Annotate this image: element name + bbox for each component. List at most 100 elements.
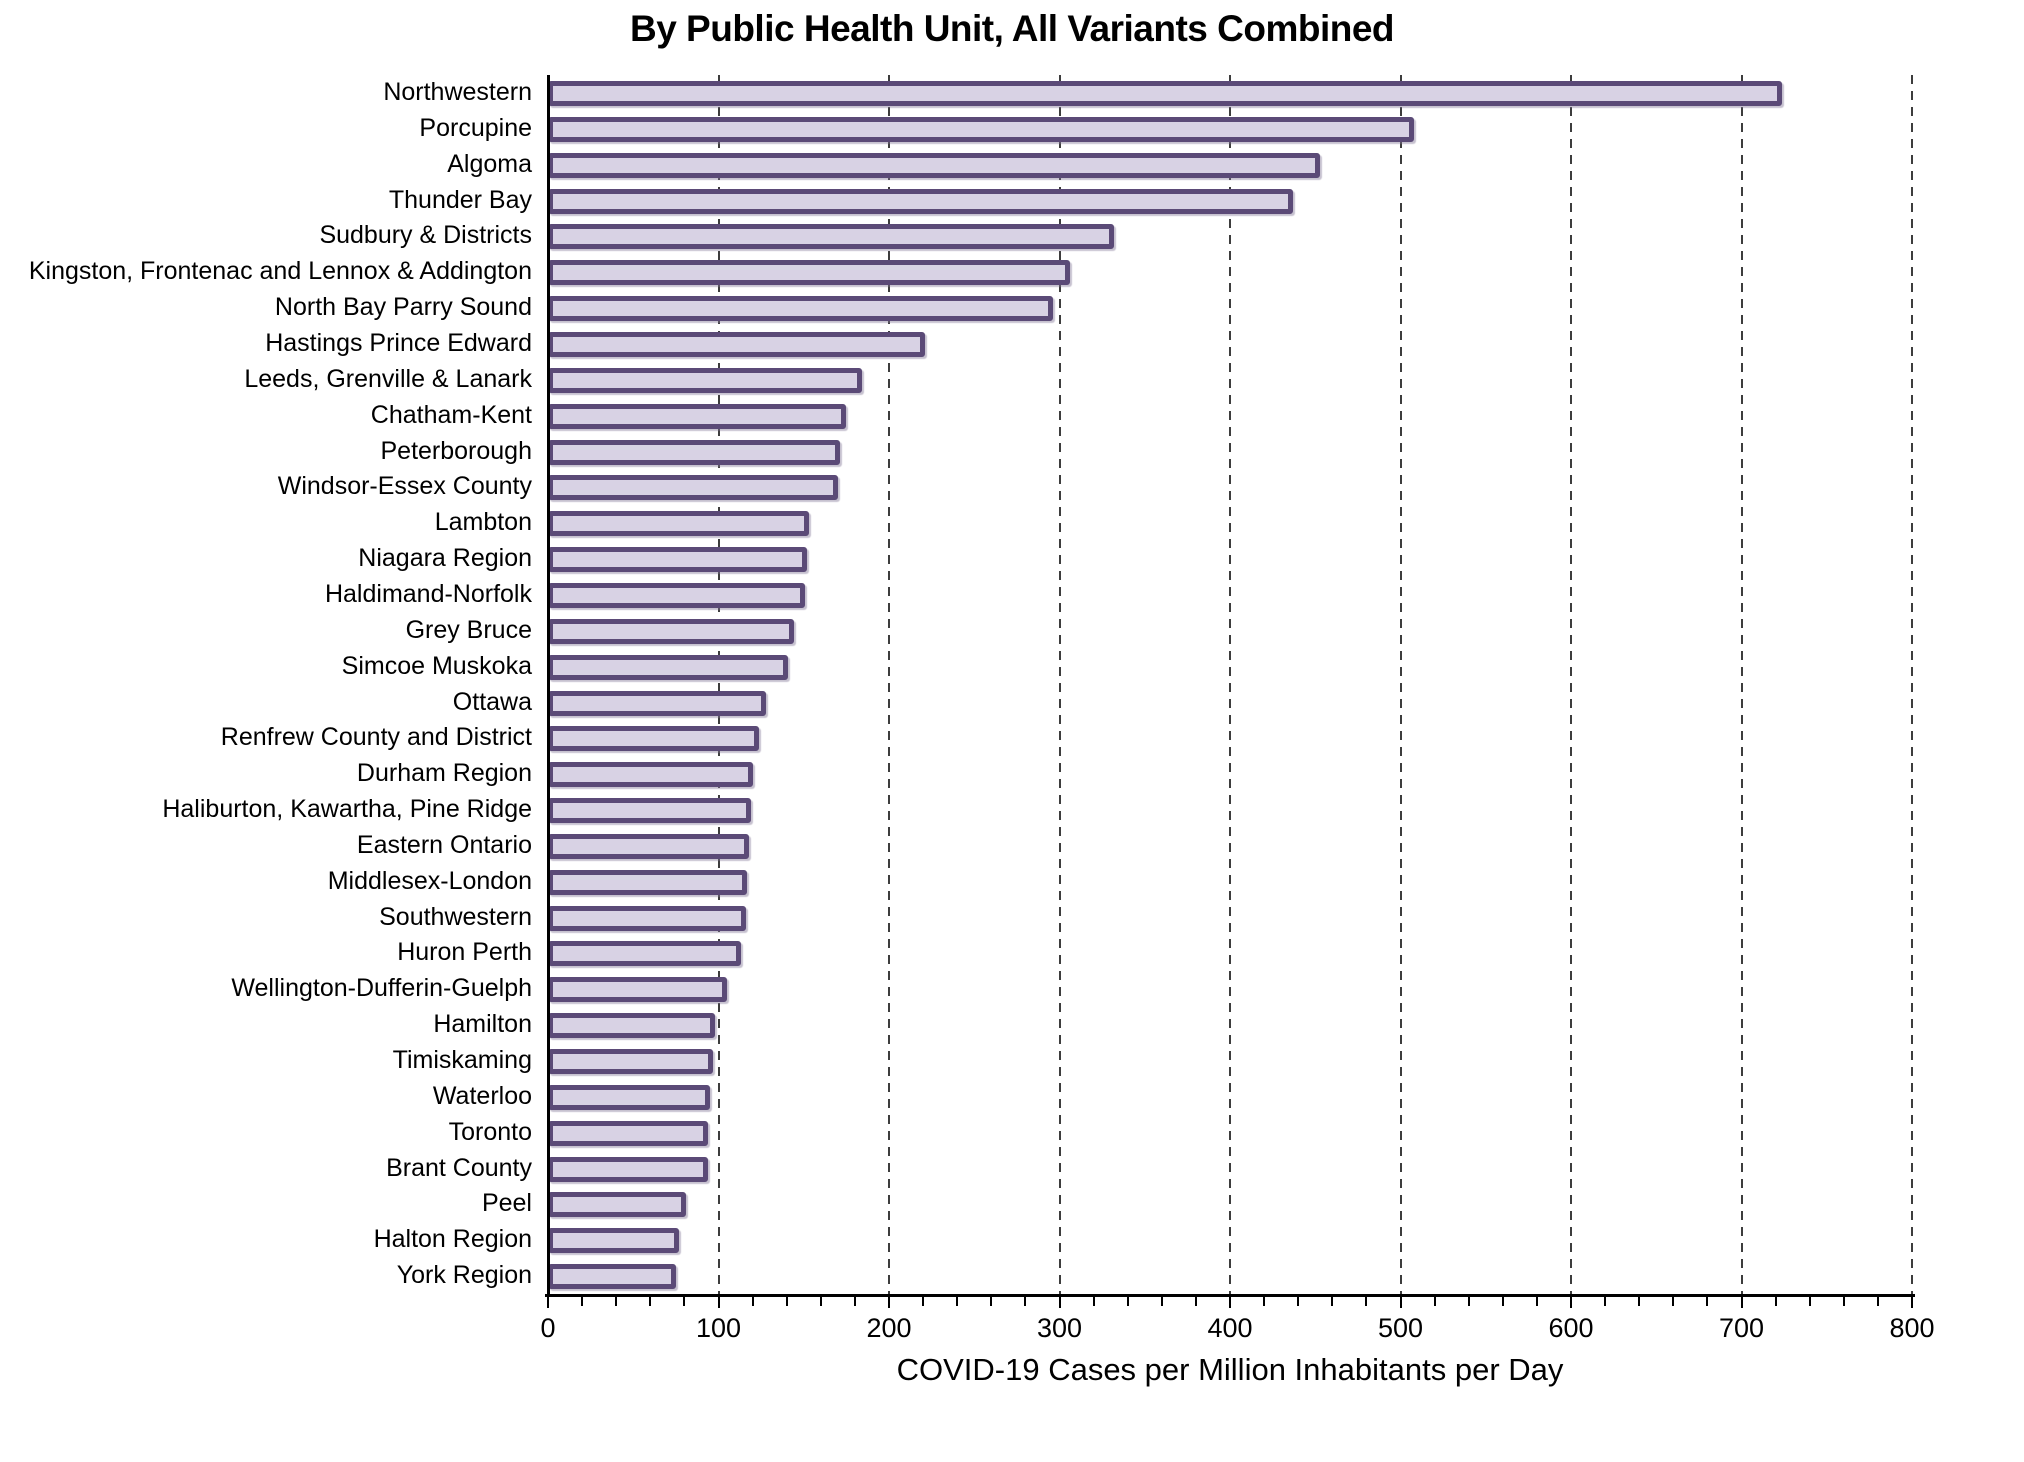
- bar: [548, 1049, 714, 1075]
- category-label: Windsor-Essex County: [277, 472, 532, 501]
- category-label: Grey Bruce: [405, 615, 532, 644]
- axis-tick: [956, 1297, 959, 1306]
- axis-tick: [1229, 1297, 1231, 1308]
- axis-tick: [1399, 1297, 1402, 1308]
- bar: [548, 869, 748, 895]
- axis-tick: [1842, 1297, 1845, 1306]
- axis-tick: [1467, 1297, 1470, 1306]
- category-label: Toronto: [448, 1117, 532, 1146]
- axis-tick: [1570, 1297, 1572, 1308]
- category-label: Sudbury & Districts: [319, 221, 532, 250]
- axis-tick: [853, 1297, 856, 1306]
- category-label: Hastings Prince Edward: [265, 328, 532, 357]
- bar: [548, 762, 753, 788]
- bar: [548, 511, 809, 537]
- bar: [548, 296, 1053, 322]
- x-tick-label: 100: [695, 1313, 742, 1343]
- x-axis-title: COVID-19 Cases per Million Inhabitants p…: [896, 1352, 1564, 1387]
- bar: [548, 1156, 709, 1182]
- axis-tick: [1706, 1297, 1709, 1306]
- axis-tick: [683, 1297, 686, 1306]
- x-tick-labels: 0 100 200 300 400 500 600 700 800: [540, 1313, 1934, 1347]
- axis-tick: [1263, 1297, 1266, 1306]
- gridline: [888, 75, 890, 1294]
- x-tick-label: 200: [866, 1313, 912, 1343]
- axis-tick: [1365, 1297, 1368, 1306]
- bar: [548, 1264, 676, 1290]
- axis-tick: [1297, 1297, 1300, 1306]
- gridline: [1399, 75, 1402, 1294]
- axis-tick: [1024, 1297, 1027, 1306]
- gridline: [1058, 75, 1061, 1294]
- x-tick-label: 800: [1889, 1313, 1935, 1343]
- category-label: Wellington-Dufferin-Guelph: [231, 974, 532, 1003]
- x-tick-label: 600: [1548, 1313, 1594, 1343]
- axis-tick: [581, 1297, 584, 1306]
- category-label: Southwestern: [379, 902, 532, 931]
- axis-tick: [1194, 1297, 1197, 1306]
- axis-tick: [1911, 1297, 1913, 1308]
- axis-tick: [922, 1297, 925, 1306]
- category-label: North Bay Parry Sound: [274, 293, 532, 322]
- gridline: [717, 75, 720, 1294]
- category-label: Kingston, Frontenac and Lennox & Addingt…: [28, 257, 532, 286]
- axis-tick: [1092, 1297, 1095, 1306]
- bar: [548, 439, 840, 465]
- bar: [548, 654, 789, 680]
- bar: [548, 1013, 716, 1039]
- axis-tick: [1876, 1297, 1879, 1306]
- category-label: Leeds, Grenville & Lanark: [244, 364, 532, 393]
- axis-tick: [888, 1297, 890, 1308]
- axis-tick: [1331, 1297, 1334, 1306]
- category-label: Hamilton: [433, 1010, 532, 1039]
- gridline: [1570, 75, 1572, 1294]
- gridline: [1740, 75, 1743, 1294]
- chart-title: By Public Health Unit, All Variants Comb…: [629, 8, 1395, 49]
- axis-tick: [1535, 1297, 1538, 1306]
- axis-tick: [615, 1297, 618, 1306]
- category-label: Porcupine: [419, 113, 532, 142]
- bar: [548, 188, 1294, 214]
- x-tick-label: 700: [1718, 1313, 1765, 1343]
- category-label: Northwestern: [383, 78, 532, 106]
- category-label: Ottawa: [452, 687, 532, 716]
- axis-tick: [1433, 1297, 1436, 1306]
- bar: [548, 941, 741, 967]
- category-label: Waterloo: [432, 1081, 532, 1110]
- bar: [548, 1192, 687, 1218]
- axis-tick: [1604, 1297, 1607, 1306]
- bar: [548, 833, 750, 859]
- category-label: Renfrew County and District: [220, 723, 532, 752]
- category-label: Huron Perth: [397, 938, 532, 967]
- category-label: Haliburton, Kawartha, Pine Ridge: [162, 795, 532, 824]
- category-label: Thunder Bay: [388, 185, 532, 214]
- axis-tick: [1638, 1297, 1641, 1306]
- x-tick-label: 0: [540, 1313, 556, 1343]
- category-label: Niagara Region: [358, 544, 532, 573]
- gridline: [1911, 75, 1913, 1294]
- bar: [548, 1120, 709, 1146]
- category-label: Peterborough: [380, 436, 532, 465]
- category-label: Simcoe Muskoka: [341, 651, 532, 680]
- axis-tick: [1501, 1297, 1504, 1306]
- axis-tick: [717, 1297, 720, 1308]
- x-tick-label: 300: [1036, 1313, 1083, 1343]
- bar: [548, 152, 1321, 178]
- bar: [548, 403, 847, 429]
- bar: [548, 690, 767, 716]
- bar: [548, 81, 1783, 106]
- bar: [548, 475, 838, 501]
- category-label: Eastern Ontario: [356, 830, 532, 859]
- category-label: Brant County: [386, 1153, 532, 1182]
- bar: [548, 224, 1115, 250]
- axis-tick: [1808, 1297, 1811, 1306]
- axis-tick: [547, 1297, 549, 1308]
- bar: [548, 905, 746, 931]
- bar: [548, 582, 806, 608]
- axis-tick: [990, 1297, 993, 1306]
- y-axis-line: [547, 75, 550, 1297]
- bar: [548, 1084, 710, 1110]
- axis-tick: [751, 1297, 754, 1306]
- axis-tick: [1672, 1297, 1675, 1306]
- category-label: Chatham-Kent: [370, 400, 532, 429]
